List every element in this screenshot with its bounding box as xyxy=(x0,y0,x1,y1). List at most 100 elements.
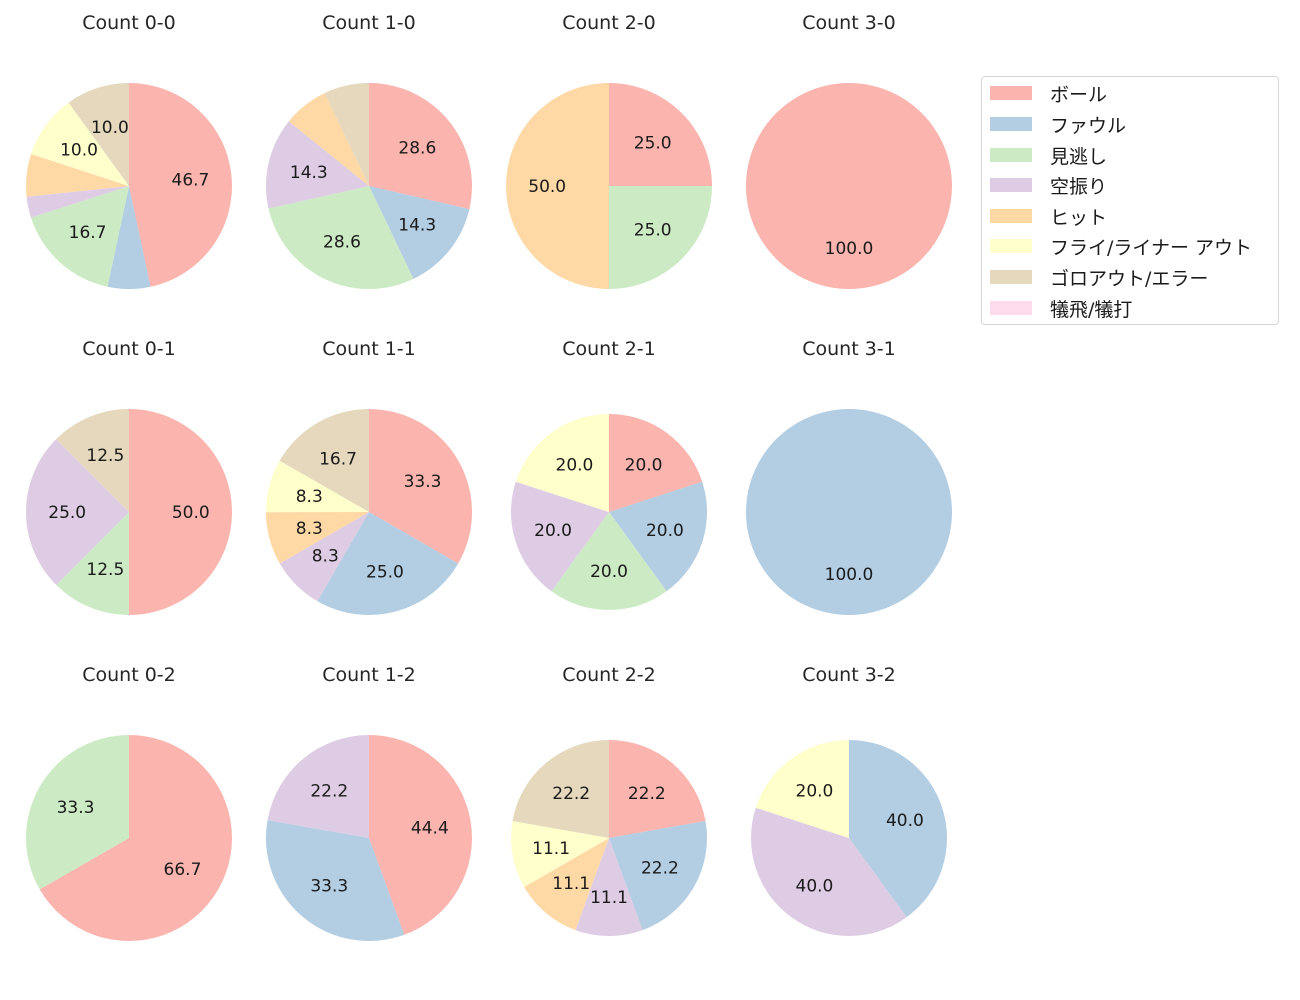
slice-label: 20.0 xyxy=(625,455,663,475)
pie-slice xyxy=(849,740,948,918)
slice-label: 16.7 xyxy=(319,450,357,470)
pie-slice xyxy=(506,83,609,289)
slice-label: 66.7 xyxy=(164,860,202,880)
pie-slice xyxy=(288,93,369,186)
pie-slice xyxy=(324,83,369,186)
slice-label: 22.2 xyxy=(628,784,666,804)
pie-slice xyxy=(107,186,151,289)
pie-slice xyxy=(267,735,369,838)
slice-label: 28.6 xyxy=(398,139,436,159)
slice-label: 33.3 xyxy=(57,798,95,818)
slice-label: 33.3 xyxy=(310,876,348,896)
slice-label: 40.0 xyxy=(886,811,924,831)
legend-swatch xyxy=(990,239,1032,253)
legend-item-foul: ファウル xyxy=(990,112,1126,137)
chart-title: Count 0-2 xyxy=(82,664,176,686)
slice-label: 25.0 xyxy=(634,133,672,153)
pie-slice xyxy=(279,512,369,602)
pie-chart: Count 2-222.222.211.111.111.122.2 xyxy=(510,664,707,936)
pie-slice xyxy=(26,186,130,218)
pie-chart: Count 1-0 28.6 14.3 28.6 14.3 xyxy=(266,12,473,289)
pie-slice xyxy=(369,83,473,210)
pie-chart: Count 0-2 66.7 33.3 xyxy=(25,664,233,941)
legend-item-sacrifice: 犠飛/犠打 xyxy=(990,296,1132,321)
chart-title: Count 2-1 xyxy=(562,338,656,360)
slice-label: 11.1 xyxy=(552,874,590,894)
slice-label: 28.6 xyxy=(323,233,361,253)
pie-slice xyxy=(268,186,414,289)
slice-label: 12.5 xyxy=(86,446,124,466)
slice-label: 11.1 xyxy=(532,839,570,859)
pie-slice xyxy=(512,740,609,838)
pie-slice xyxy=(68,83,129,186)
slice-label: 8.3 xyxy=(296,519,323,539)
slice-label: 10.0 xyxy=(60,141,98,161)
pie-slice xyxy=(609,820,707,931)
pie-slice xyxy=(129,83,232,287)
legend-swatch xyxy=(990,209,1032,223)
legend-label: フライ/ライナー アウト xyxy=(1050,236,1253,259)
pie-chart: Count 3-1 100.0 xyxy=(746,338,952,615)
pie-slice xyxy=(750,807,907,937)
pie-slice xyxy=(25,154,129,197)
pie-slice xyxy=(746,409,952,615)
pie-slice xyxy=(369,735,472,935)
chart-title: Count 3-1 xyxy=(802,338,896,360)
pie-slice xyxy=(56,409,130,512)
pie-chart: Count 2-0 25.0 25.0 50.0 xyxy=(506,12,712,289)
legend-item-hit: ヒット xyxy=(990,204,1108,229)
chart-title: Count 0-1 xyxy=(82,338,176,360)
slice-label: 33.3 xyxy=(404,472,442,492)
pie-slice xyxy=(317,512,459,615)
slice-label: 10.0 xyxy=(91,118,129,138)
pie-chart: Count 2-1 20.0 20.0 20.0 20.0 20.0 xyxy=(510,338,707,610)
slice-label: 46.7 xyxy=(172,171,210,191)
slice-label: 100.0 xyxy=(825,239,874,259)
slice-label: 11.1 xyxy=(590,888,628,908)
slice-label: 14.3 xyxy=(290,163,328,183)
pie-slice xyxy=(609,83,712,186)
pie-slice xyxy=(510,820,609,887)
slice-label: 14.3 xyxy=(398,216,436,236)
pie-slice xyxy=(56,512,130,615)
pie-slice xyxy=(524,838,609,931)
legend-label: 空振り xyxy=(1050,175,1108,198)
legend-item-swinging-strike: 空振り xyxy=(990,173,1108,198)
pie-slice xyxy=(30,186,130,287)
pie-chart: Count 3-2 40.0 40.0 20.0 xyxy=(750,664,948,937)
slice-label: 20.0 xyxy=(534,521,572,541)
pie-slice xyxy=(755,740,849,838)
slice-label: 8.3 xyxy=(312,547,339,567)
slice-label: 12.5 xyxy=(86,560,124,580)
legend-swatch xyxy=(990,178,1032,192)
slice-label: 22.2 xyxy=(552,784,590,804)
pie-chart: Count 0-1 50.0 12.5 25.0 12.5 xyxy=(26,338,232,615)
slice-label: 22.2 xyxy=(641,858,679,878)
pie-chart: Count 0-0 46.7 16.7 10.0 10.0 xyxy=(25,12,232,289)
pie-slice xyxy=(369,409,472,564)
chart-title: Count 1-2 xyxy=(322,664,416,686)
pie-slice xyxy=(609,414,703,512)
pie-slice xyxy=(26,439,130,585)
slice-label: 20.0 xyxy=(556,455,594,475)
slice-label: 25.0 xyxy=(366,563,404,583)
pie-slice xyxy=(266,121,369,209)
pie-slice xyxy=(551,512,667,610)
slice-label: 8.3 xyxy=(296,487,323,507)
chart-title: Count 0-0 xyxy=(82,12,176,34)
pie-slice xyxy=(129,409,232,615)
legend-item-called-strike: 見逃し xyxy=(990,143,1108,168)
pie-slice xyxy=(609,186,712,289)
slice-label: 100.0 xyxy=(825,565,874,585)
pie-slice xyxy=(369,186,470,279)
chart-title: Count 3-0 xyxy=(802,12,896,34)
pie-slice xyxy=(39,735,233,941)
chart-title: Count 2-2 xyxy=(562,664,656,686)
legend-label: 見逃し xyxy=(1050,145,1108,168)
pie-chart: Count 1-2 44.4 33.3 22.2 xyxy=(265,664,472,941)
legend: ボール ファウル 見逃し 空振り ヒット フライ/ライナー アウト ゴロアウト/… xyxy=(981,76,1279,325)
pie-slice xyxy=(279,409,369,512)
legend-label: ヒット xyxy=(1050,206,1108,229)
pie-slice xyxy=(31,102,129,186)
legend-swatch xyxy=(990,117,1032,131)
